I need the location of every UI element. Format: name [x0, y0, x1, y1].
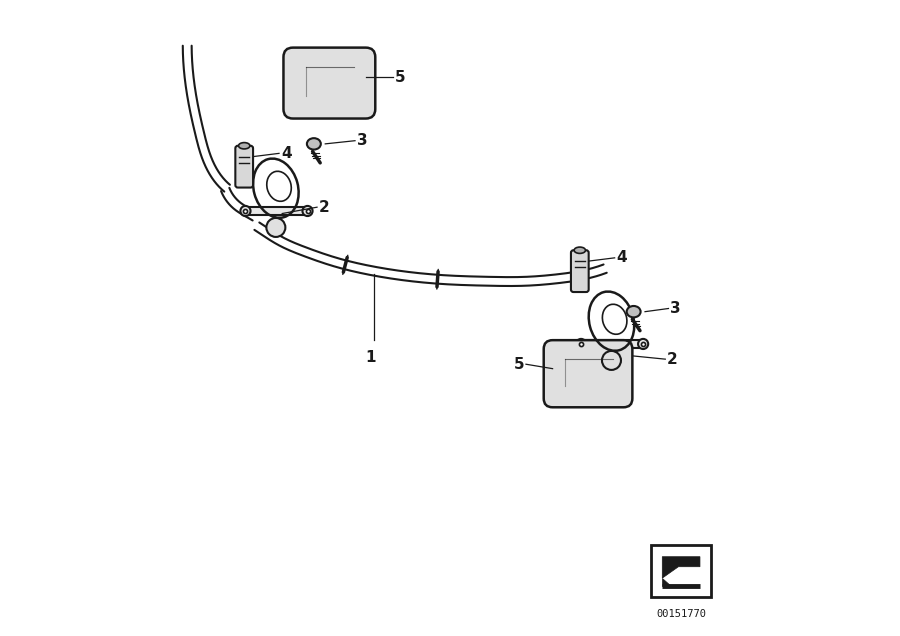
FancyBboxPatch shape: [284, 48, 375, 118]
Text: 3: 3: [670, 301, 681, 316]
FancyBboxPatch shape: [544, 340, 633, 407]
Text: 4: 4: [281, 146, 292, 161]
Ellipse shape: [238, 142, 250, 149]
Ellipse shape: [302, 206, 312, 216]
Ellipse shape: [307, 138, 320, 149]
FancyBboxPatch shape: [571, 250, 589, 292]
Polygon shape: [662, 556, 700, 578]
Ellipse shape: [626, 306, 641, 317]
Ellipse shape: [602, 351, 621, 370]
Polygon shape: [662, 578, 671, 586]
Text: 1: 1: [365, 350, 376, 364]
FancyBboxPatch shape: [235, 146, 253, 188]
Text: 5: 5: [514, 357, 524, 371]
Polygon shape: [583, 340, 642, 348]
Text: 2: 2: [667, 352, 678, 367]
FancyBboxPatch shape: [651, 545, 711, 597]
Ellipse shape: [266, 218, 285, 237]
Ellipse shape: [638, 339, 648, 349]
Ellipse shape: [576, 339, 586, 349]
Text: 00151770: 00151770: [656, 609, 707, 619]
Polygon shape: [248, 207, 306, 215]
Text: 5: 5: [395, 70, 406, 85]
Text: 2: 2: [319, 200, 329, 215]
Text: 3: 3: [357, 133, 367, 148]
Ellipse shape: [240, 206, 250, 216]
Text: 4: 4: [616, 251, 627, 265]
Ellipse shape: [574, 247, 586, 253]
